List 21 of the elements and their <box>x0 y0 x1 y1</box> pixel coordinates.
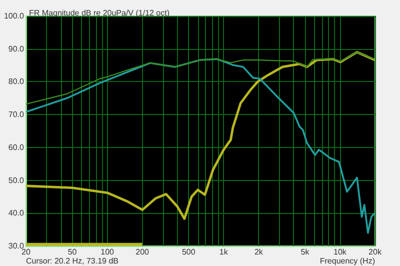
chart-title: FR Magnitude dB re 20uPa/V (1/12 oct) <box>29 8 170 18</box>
y-tick-label: 100.0 <box>4 12 25 20</box>
x-tick-label: 10k <box>334 248 348 256</box>
y-tick-label: 40.0 <box>8 208 25 218</box>
x-axis-title: Frequency (Hz) <box>320 256 376 266</box>
x-tick-label: 50 <box>68 248 78 256</box>
text: Cursor: 20.2 Hz, 73.19 dB <box>26 256 118 266</box>
y-tick-label: 70.0 <box>8 110 25 120</box>
x-tick-label: 200 <box>136 248 150 256</box>
x-tick-label: 100 <box>100 248 115 256</box>
x-tick-label: 500 <box>182 248 196 256</box>
y-tick-label: 60.0 <box>8 142 25 152</box>
y-tick-label: 50.0 <box>8 176 25 185</box>
x-tick-label: 2k <box>254 248 264 256</box>
x-tick-label: 20 <box>22 248 31 256</box>
x-tick-label: 1k <box>219 248 229 256</box>
y-tick-label: 80.0 <box>8 77 25 86</box>
y-tick-label: 30.0 <box>8 242 25 250</box>
x-tick-label: 20k <box>368 248 382 256</box>
y-tick-label: 90.0 <box>8 44 25 54</box>
x-tick-label: 5k <box>300 248 310 256</box>
